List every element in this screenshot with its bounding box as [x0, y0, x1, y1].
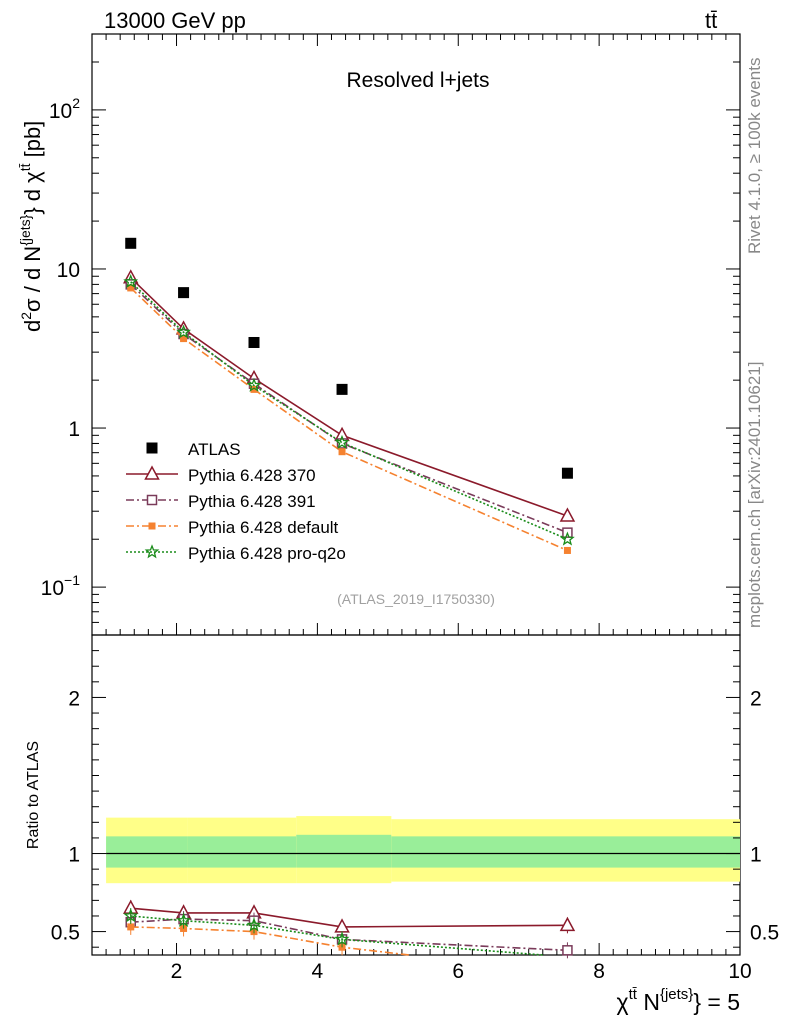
data-point — [559, 531, 575, 546]
process-label: tt̄ — [705, 8, 717, 33]
inner-band — [106, 836, 188, 868]
y-tick-label: 1 — [68, 418, 80, 441]
x-tick-label: 2 — [171, 960, 183, 983]
plot-title: Resolved l+jets — [347, 69, 490, 92]
ratio-plot-frame — [91, 634, 741, 956]
legend-marker — [148, 522, 156, 530]
data-point — [246, 377, 262, 392]
data-point — [561, 467, 573, 479]
legend-label: ATLAS — [188, 440, 241, 459]
ratio-point — [562, 945, 573, 956]
rivet-label: Rivet 4.1.0, ≥ 100k events — [745, 58, 764, 254]
ratio-y-tick-label-right: 0.5 — [750, 922, 779, 945]
main-y-axis-title: d2σ / d N{jets}} d χtt̄ [pb] — [17, 121, 45, 332]
ratio-y-tick-label-left: 1 — [68, 844, 80, 867]
ratio-y-tick-label-left: 2 — [68, 687, 80, 710]
series-atlas — [125, 237, 573, 479]
ratio-line — [130, 918, 568, 952]
data-point — [336, 383, 348, 395]
ratio-point — [559, 916, 576, 932]
ratio-line — [130, 926, 410, 956]
series-pythia-6-428-pro-q2o — [123, 274, 575, 546]
ratio-point — [246, 917, 262, 932]
energy-label: 13000 GeV pp — [104, 8, 246, 33]
data-point — [176, 324, 192, 339]
main-plot-ticks — [92, 33, 741, 955]
legend-label: Pythia 6.428 391 — [188, 492, 316, 511]
data-point — [336, 438, 348, 449]
data-point — [248, 336, 260, 348]
data-point — [125, 237, 137, 249]
ratio-y-tick-label-left: 0.5 — [51, 922, 80, 945]
legend-label: Pythia 6.428 370 — [188, 466, 316, 485]
ratio-y-tick-labels: 0.5 0.5 1 1 2 2 — [51, 687, 779, 944]
ratio-point — [176, 912, 192, 927]
series-pythia-6-428-default — [127, 284, 571, 554]
data-point — [127, 284, 135, 292]
ratio-plot-ticks — [92, 634, 740, 948]
inner-band — [187, 836, 297, 868]
ratio-y-axis-title: Ratio to ATLAS — [25, 741, 42, 849]
inner-band — [296, 834, 392, 868]
y-tick-label: 10 — [57, 259, 80, 282]
y-tick-label: 102 — [49, 95, 80, 123]
ratio-uncertainty-bands — [106, 816, 740, 884]
mcplots-label: mcplots.cern.ch [arXiv:2401.10621] — [745, 362, 764, 628]
ratio-series-layer — [122, 899, 576, 959]
analysis-label: (ATLAS_2019_I1750330) — [337, 591, 495, 607]
series-line — [130, 283, 568, 534]
main-y-tick-labels: 102 10 1 10−1 — [41, 95, 81, 600]
legend-label: Pythia 6.428 default — [188, 518, 339, 537]
data-point — [334, 434, 350, 449]
ratio-point — [334, 931, 350, 946]
ratio-series-pythia-6-428-370 — [122, 899, 576, 935]
ratio-line — [130, 915, 543, 956]
ratio-point — [123, 908, 139, 923]
legend-marker — [144, 465, 160, 480]
ratio-line — [130, 907, 568, 928]
ratio-series-pythia-6-428-default — [127, 918, 410, 956]
legend-marker — [144, 544, 160, 559]
x-tick-label: 4 — [312, 960, 324, 983]
data-point — [563, 546, 571, 554]
main-series-layer — [122, 237, 576, 554]
legend-marker — [146, 442, 158, 454]
legend-marker — [146, 494, 158, 506]
data-point — [180, 335, 188, 343]
ratio-series-pythia-6-428-391 — [125, 911, 573, 959]
data-point — [559, 507, 576, 522]
ratio-y-tick-label-right: 1 — [750, 844, 762, 867]
legend: ATLAS Pythia 6.428 370 Pythia 6.428 391 Pyt… — [126, 440, 346, 563]
ratio-series-pythia-6-428-pro-q2o — [123, 907, 543, 956]
x-tick-label: 10 — [728, 960, 751, 983]
ratio-y-tick-label-right: 2 — [750, 687, 762, 710]
data-point — [123, 274, 139, 289]
y-tick-label: 10−1 — [41, 572, 81, 600]
x-tick-label: 8 — [593, 960, 605, 983]
ratio-point — [127, 923, 135, 931]
inner-band — [391, 836, 740, 868]
data-point — [338, 448, 346, 456]
x-axis-title: χtt̄ N{jets}} = 5 — [617, 986, 740, 1015]
legend-label: Pythia 6.428 pro-q2o — [188, 544, 346, 563]
x-tick-labels: 2 4 6 8 10 — [171, 960, 752, 983]
data-point — [250, 385, 258, 393]
data-point — [178, 287, 190, 299]
series-line — [130, 281, 568, 540]
x-tick-label: 6 — [452, 960, 464, 983]
